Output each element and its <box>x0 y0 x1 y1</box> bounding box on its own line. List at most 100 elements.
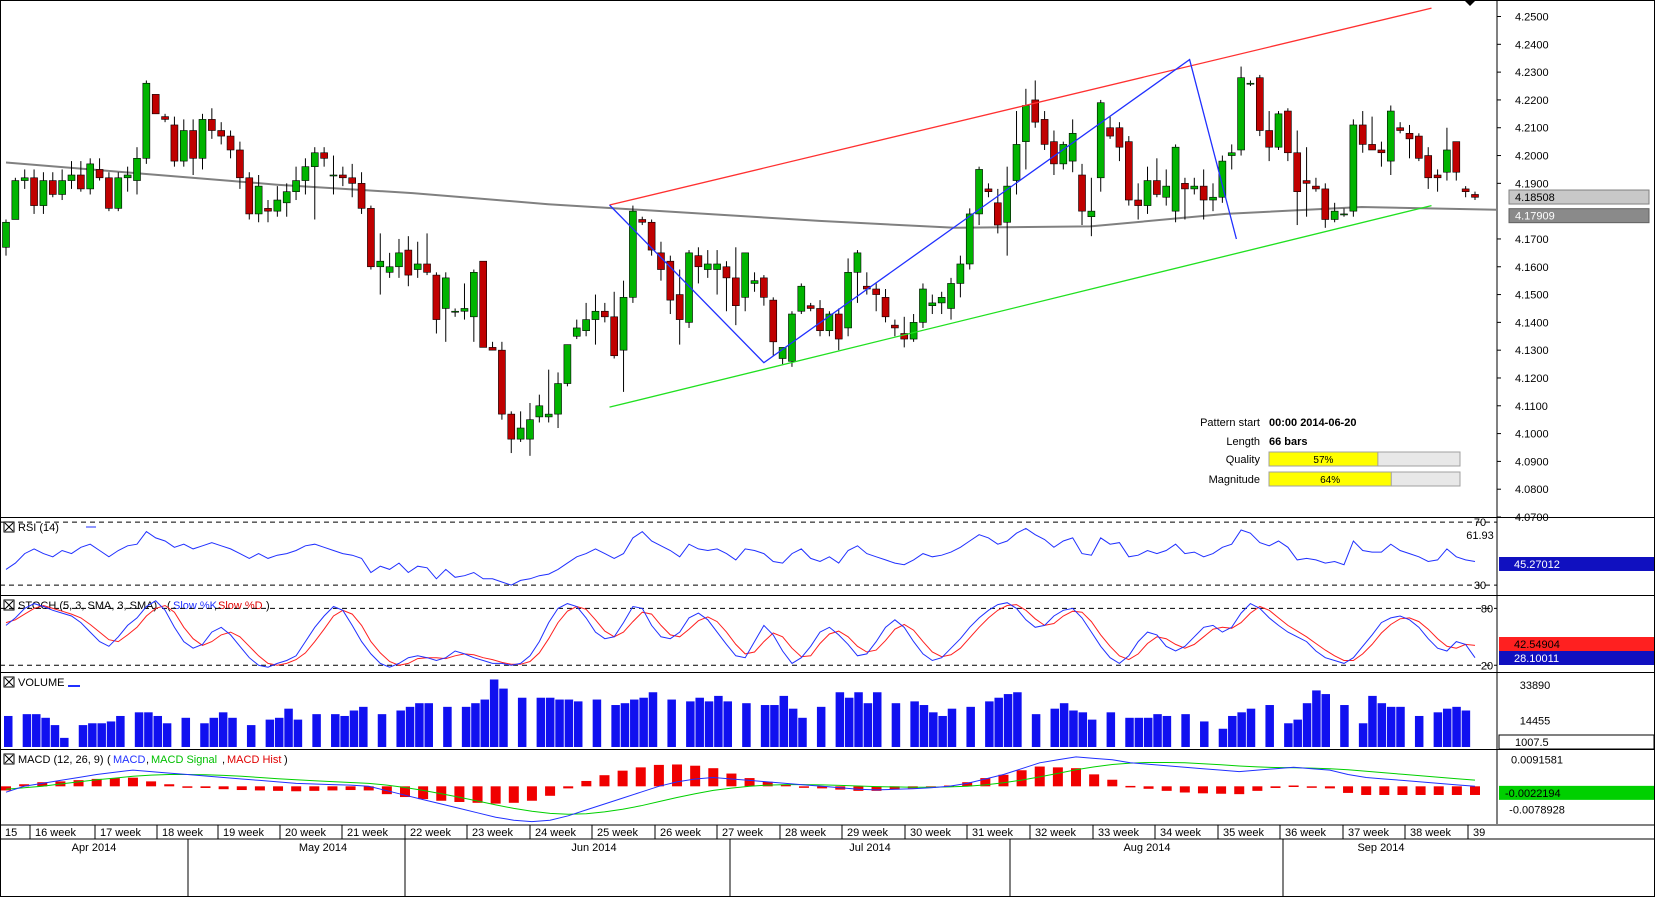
volume-bar <box>415 703 424 747</box>
volume-bar <box>1265 705 1274 747</box>
macd-tick-label: 0.0091581 <box>1511 754 1563 766</box>
macd-hist-bar <box>127 777 138 787</box>
volume-bar <box>779 695 789 747</box>
macd-hist-bar <box>91 778 102 787</box>
bearish-candle <box>1265 130 1273 148</box>
macd-hist-bar <box>1 786 11 791</box>
macd-hist-bar <box>1161 786 1172 791</box>
macd-hist-bar <box>526 786 537 801</box>
volume-bar <box>723 701 732 747</box>
bullish-candle <box>451 310 459 313</box>
volume-bar <box>471 703 480 747</box>
bearish-candle <box>1358 124 1367 145</box>
macd-hist-bar <box>798 786 809 788</box>
bullish-candle <box>1349 124 1358 212</box>
volume-bar <box>1312 690 1321 747</box>
price-tick-label: 4.0800 <box>1515 484 1549 496</box>
macd-hist-bar <box>73 780 84 787</box>
volume-bar <box>97 723 106 747</box>
bearish-candle <box>1433 174 1442 179</box>
macd-hist-bar <box>817 786 828 789</box>
bullish-candle <box>310 152 319 167</box>
volume-bar <box>22 714 32 747</box>
volume-bar <box>1358 723 1368 747</box>
bullish-candle <box>975 169 983 215</box>
volume-bar <box>499 688 508 747</box>
bullish-candle <box>441 277 450 309</box>
week-label: 33 week <box>1098 827 1139 839</box>
bearish-candle <box>666 260 675 301</box>
vol-collapse-icon-cross <box>4 677 14 687</box>
macd-hist-bar <box>853 786 864 791</box>
bullish-candle <box>470 272 478 318</box>
week-label: 15 <box>5 827 17 839</box>
bearish-candle <box>722 266 731 279</box>
bearish-candle <box>95 169 104 179</box>
macd-hist-bar <box>998 774 1009 787</box>
volume-tick-label: 14455 <box>1520 716 1551 728</box>
macd-hist-bar <box>1197 786 1208 794</box>
bullish-candle <box>1209 196 1217 201</box>
volume-bar <box>1414 715 1424 747</box>
scroll-end-icon[interactable] <box>1464 0 1476 6</box>
bullish-candle <box>254 185 263 215</box>
bearish-candle <box>151 94 160 115</box>
volume-bar <box>947 708 957 747</box>
volume-bar <box>228 717 237 747</box>
macd-hist-bar <box>1071 768 1082 787</box>
stoch-d-value-label: 28.10011 <box>1514 653 1559 665</box>
week-label: 23 week <box>472 827 513 839</box>
volume-bar <box>910 701 919 747</box>
volume-bar <box>1087 719 1097 747</box>
macd-value-box <box>1499 785 1654 800</box>
week-label: 24 week <box>535 827 576 839</box>
week-label: 18 week <box>162 827 203 839</box>
bullish-candle <box>1143 180 1152 206</box>
price-tick-label: 4.2100 <box>1515 123 1549 135</box>
volume-bar <box>144 712 153 747</box>
bearish-candle <box>675 294 684 320</box>
volume-bar <box>88 723 97 747</box>
macd-hist-bar <box>345 786 356 791</box>
bullish-candle <box>909 322 918 340</box>
volume-bar <box>1293 719 1302 747</box>
bullish-candle <box>516 427 525 440</box>
bearish-candle <box>1321 188 1330 220</box>
magnitude-value: 64% <box>1320 475 1340 486</box>
volume-bar <box>246 725 256 747</box>
bearish-candle <box>1377 149 1386 154</box>
bullish-candle <box>544 413 553 418</box>
stoch-tick-label: 20 <box>1481 660 1493 672</box>
stoch-legend-paren: ( <box>167 600 171 612</box>
rsi-tick-label: 70 <box>1474 517 1486 529</box>
price-tick-label: 4.2400 <box>1515 39 1549 51</box>
volume-value-box <box>1498 734 1655 750</box>
volume-bar <box>1125 717 1134 747</box>
bearish-candle <box>984 188 993 192</box>
bullish-candle <box>1171 146 1180 212</box>
bullish-candle <box>301 166 310 181</box>
volume-bar <box>788 708 798 747</box>
info-value: 00:00 2014-06-20 <box>1269 417 1356 429</box>
volume-bar <box>854 692 863 747</box>
price-tick-label: 4.1300 <box>1515 345 1549 357</box>
volume-bar <box>966 706 975 747</box>
volume-bar <box>1284 723 1293 747</box>
volume-bar <box>116 715 125 747</box>
price-tick-label: 4.1700 <box>1515 234 1549 246</box>
bearish-candle <box>30 177 38 206</box>
bullish-candle <box>1330 210 1339 220</box>
bullish-candle <box>86 163 95 190</box>
volume-bar <box>517 697 527 747</box>
bullish-candle <box>582 319 590 332</box>
info-value: 66 bars <box>1269 436 1308 448</box>
week-label: 28 week <box>785 827 826 839</box>
bearish-candle <box>208 119 216 131</box>
bullish-candle <box>1274 113 1283 148</box>
bearish-candle <box>1415 135 1423 159</box>
volume-bar <box>620 703 630 747</box>
week-label: 21 week <box>347 827 388 839</box>
macd-hist-bar <box>1361 786 1372 795</box>
price-tick-label: 4.1900 <box>1515 178 1549 190</box>
